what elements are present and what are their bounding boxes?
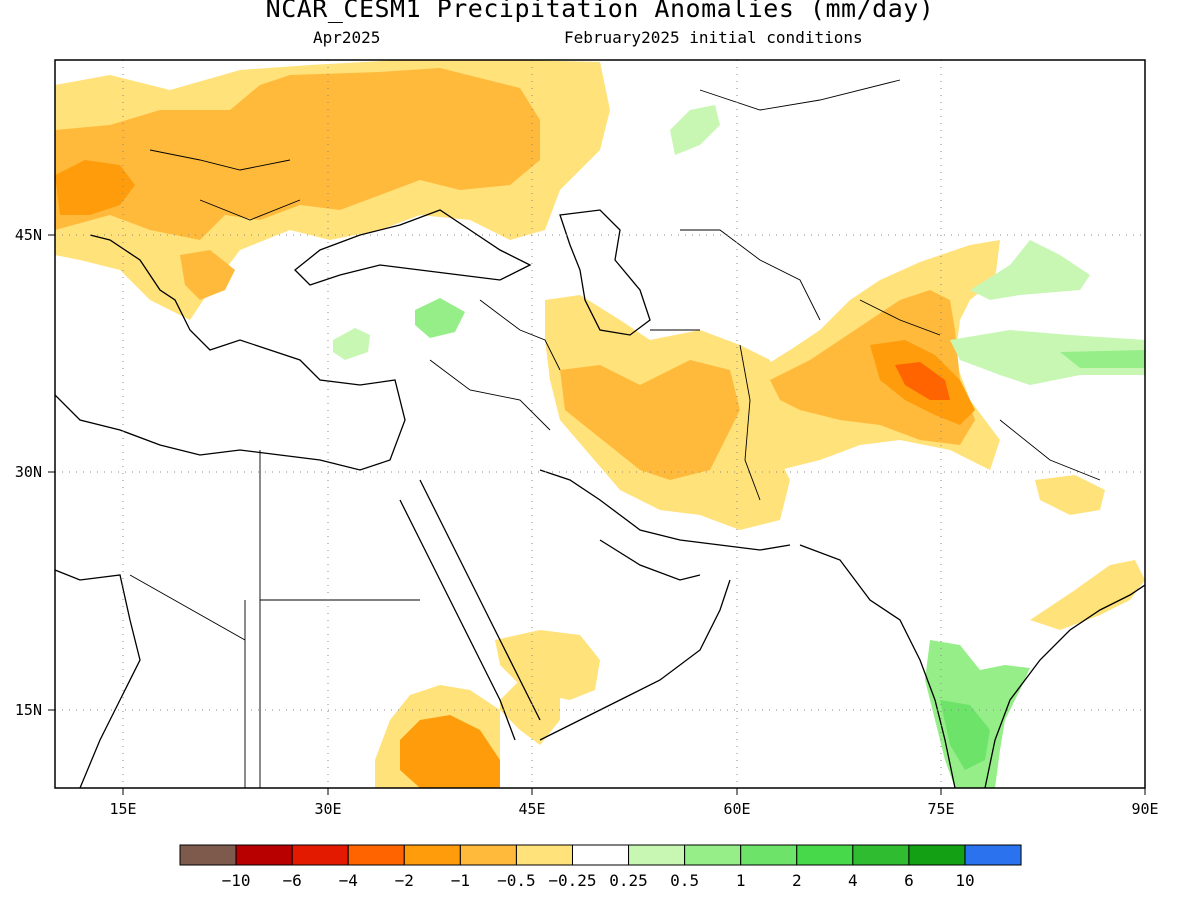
colorbar-swatch <box>235 844 293 866</box>
colorbar-swatch <box>684 844 742 866</box>
colorbar-label: 1 <box>736 871 746 890</box>
colorbar-swatch <box>179 844 237 866</box>
lon-label: 60E <box>723 800 750 818</box>
colorbar-label: 6 <box>904 871 914 890</box>
colorbar-label: −6 <box>283 871 302 890</box>
dry-region-nepal <box>1035 475 1105 515</box>
map-frame <box>54 59 1146 789</box>
dry-region-iran-core <box>560 360 740 480</box>
colorbar-label: 0.25 <box>609 871 648 890</box>
wet-region-tarim <box>970 240 1090 300</box>
lon-label: 90E <box>1131 800 1158 818</box>
colorbar-swatch <box>740 844 798 866</box>
coastline-africa <box>55 569 141 788</box>
coastline-india <box>799 544 1145 788</box>
colorbar-swatch <box>852 844 910 866</box>
colorbar-swatch <box>347 844 405 866</box>
dry-region-ethiopia-core <box>400 715 500 788</box>
colorbar-swatch <box>291 844 349 866</box>
dry-region-europe-core <box>55 68 540 240</box>
colorbar-label: −0.25 <box>548 871 596 890</box>
dry-region-kashmir-peak <box>895 362 950 400</box>
init-conditions-label: February2025 initial conditions <box>564 28 863 47</box>
colorbar-swatch <box>796 844 854 866</box>
axis-ticks <box>48 234 1146 795</box>
lat-label: 45N <box>15 226 42 244</box>
coastline-persian-gulf <box>539 469 791 581</box>
colorbar-label: 10 <box>955 871 974 890</box>
coastline-caspian <box>559 209 651 336</box>
valid-month-label: Apr2025 <box>313 28 381 47</box>
colorbar-labels: −10 −6 −4 −2 −1 −0.5 −0.25 0.25 0.5 1 2 4 6 10 <box>222 871 975 890</box>
lat-label: 15N <box>15 701 42 719</box>
colorbar-label: 4 <box>848 871 858 890</box>
colorbar-label: −2 <box>395 871 414 890</box>
lat-labels: 45N 30N 15N <box>15 226 42 719</box>
map-title: NCAR_CESM1 Precipitation Anomalies (mm/d… <box>265 0 935 23</box>
lon-label: 15E <box>109 800 136 818</box>
wet-region-tibet <box>950 330 1145 385</box>
colorbar-swatch <box>628 844 686 866</box>
colorbar-swatch <box>459 844 517 866</box>
colorbar <box>179 844 1022 866</box>
graticule <box>55 60 1145 788</box>
lon-label: 30E <box>314 800 341 818</box>
border-lines <box>129 79 1101 788</box>
coastline-arabia <box>539 579 731 741</box>
colorbar-swatch <box>908 844 966 866</box>
dry-region-india-coast <box>1030 560 1145 630</box>
colorbar-swatch <box>571 844 630 866</box>
colorbar-label: −4 <box>339 871 358 890</box>
coastline-mediterranean <box>55 234 406 471</box>
colorbar-label: −0.5 <box>497 871 536 890</box>
lat-label: 30N <box>15 463 42 481</box>
wet-region-south-india <box>925 640 1030 788</box>
dry-region-balkans <box>180 250 235 300</box>
colorbar-swatch <box>515 844 573 866</box>
wet-region-russia <box>670 105 720 155</box>
wet-region-turkey <box>415 298 465 338</box>
lon-label: 45E <box>518 800 545 818</box>
anomaly-field <box>55 60 1145 788</box>
country-borders <box>129 79 1101 788</box>
colorbar-swatch <box>964 844 1022 866</box>
coastlines <box>55 209 1145 788</box>
coastline-red-sea <box>399 479 541 741</box>
coastline-black-sea <box>294 209 532 286</box>
colorbar-label: 0.5 <box>670 871 699 890</box>
wet-region-south-india-core <box>940 700 990 770</box>
colorbar-label: −1 <box>451 871 470 890</box>
wet-region-tibet-core <box>1060 350 1145 368</box>
colorbar-label: −10 <box>222 871 251 890</box>
wet-region-anatolia <box>333 328 370 360</box>
lon-labels: 15E 30E 45E 60E 75E 90E <box>109 800 1158 818</box>
lon-label: 75E <box>927 800 954 818</box>
dry-region-europe-peak <box>55 160 135 215</box>
colorbar-label: 2 <box>792 871 802 890</box>
colorbar-swatch <box>403 844 461 866</box>
